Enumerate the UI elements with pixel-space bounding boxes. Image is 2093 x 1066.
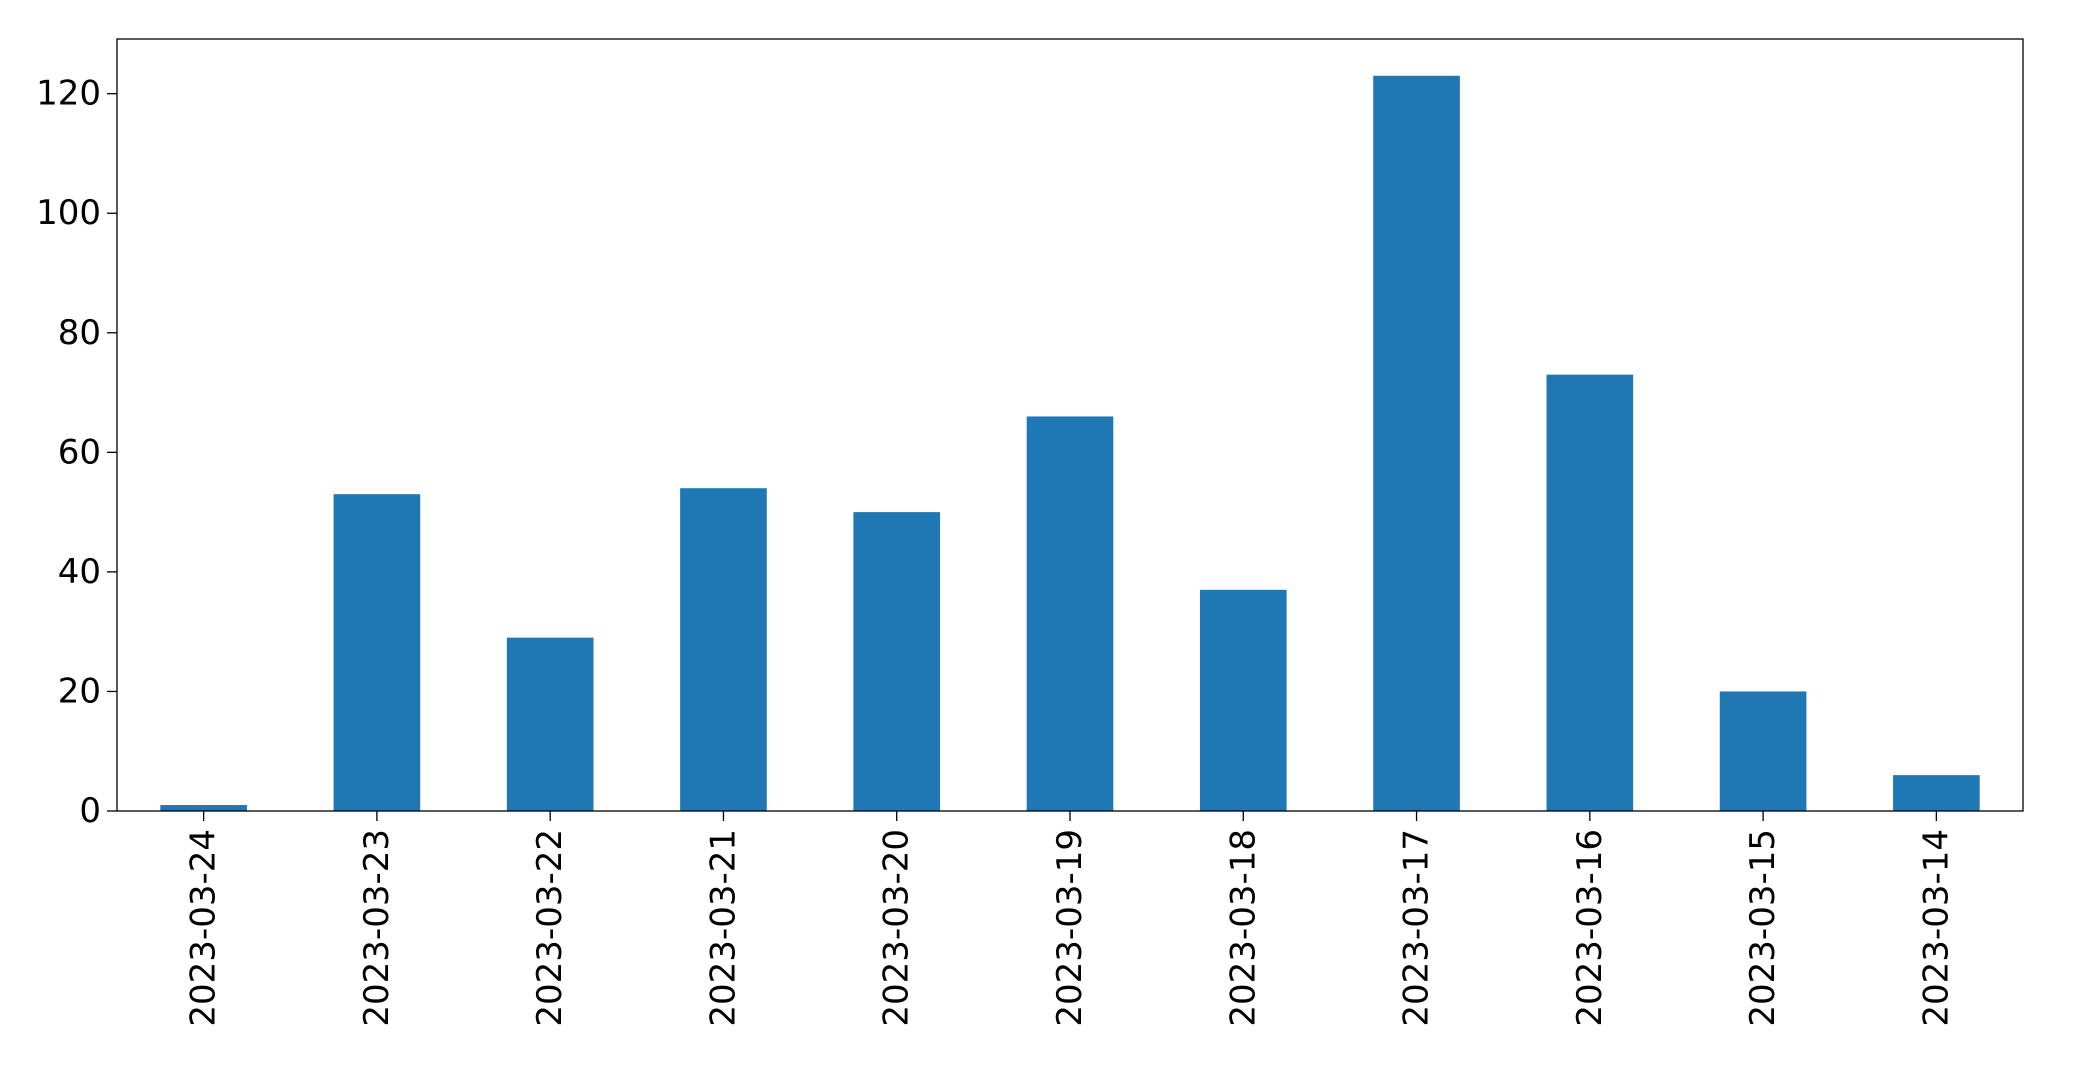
y-tick-label: 120 xyxy=(36,74,101,114)
y-tick-label: 40 xyxy=(58,552,101,592)
bar-2023-03-23 xyxy=(333,494,421,811)
bar-2023-03-20 xyxy=(853,512,941,811)
x-tick-label: 2023-03-16 xyxy=(1570,829,1610,1027)
bar-2023-03-18 xyxy=(1199,589,1287,811)
x-tick-label: 2023-03-20 xyxy=(877,829,917,1027)
y-tick-label: 20 xyxy=(58,671,101,711)
x-tick-label: 2023-03-14 xyxy=(1916,829,1956,1027)
x-axis: 2023-03-24 2023-03-23 2023-03-22 2023-03-21… xyxy=(184,811,1956,1027)
bar-2023-03-19 xyxy=(1026,416,1114,811)
y-tick-label: 100 xyxy=(36,193,101,233)
x-tick-label: 2023-03-24 xyxy=(184,829,224,1027)
y-tick-label: 60 xyxy=(58,432,101,472)
x-tick-label: 2023-03-17 xyxy=(1397,829,1437,1027)
bar-2023-03-17 xyxy=(1373,75,1460,811)
y-axis: 0 20 40 60 80 100 120 xyxy=(36,74,117,831)
bar-2023-03-22 xyxy=(506,637,594,811)
bar-2023-03-15 xyxy=(1719,691,1807,811)
y-tick-label: 0 xyxy=(79,791,101,831)
bar-2023-03-14 xyxy=(1893,775,1980,811)
y-tick-label: 80 xyxy=(58,313,101,353)
x-tick-label: 2023-03-22 xyxy=(530,829,570,1027)
x-tick-label: 2023-03-19 xyxy=(1050,829,1090,1027)
x-tick-label: 2023-03-18 xyxy=(1223,829,1263,1027)
bar-2023-03-24 xyxy=(160,805,247,811)
x-tick-label: 2023-03-23 xyxy=(357,829,397,1027)
x-tick-label: 2023-03-15 xyxy=(1743,829,1783,1027)
bar-2023-03-21 xyxy=(680,488,767,811)
plot-area-frame xyxy=(116,38,2024,812)
x-tick-label: 2023-03-21 xyxy=(703,829,743,1027)
bars-layer xyxy=(160,75,1980,811)
bar-2023-03-16 xyxy=(1546,374,1634,811)
